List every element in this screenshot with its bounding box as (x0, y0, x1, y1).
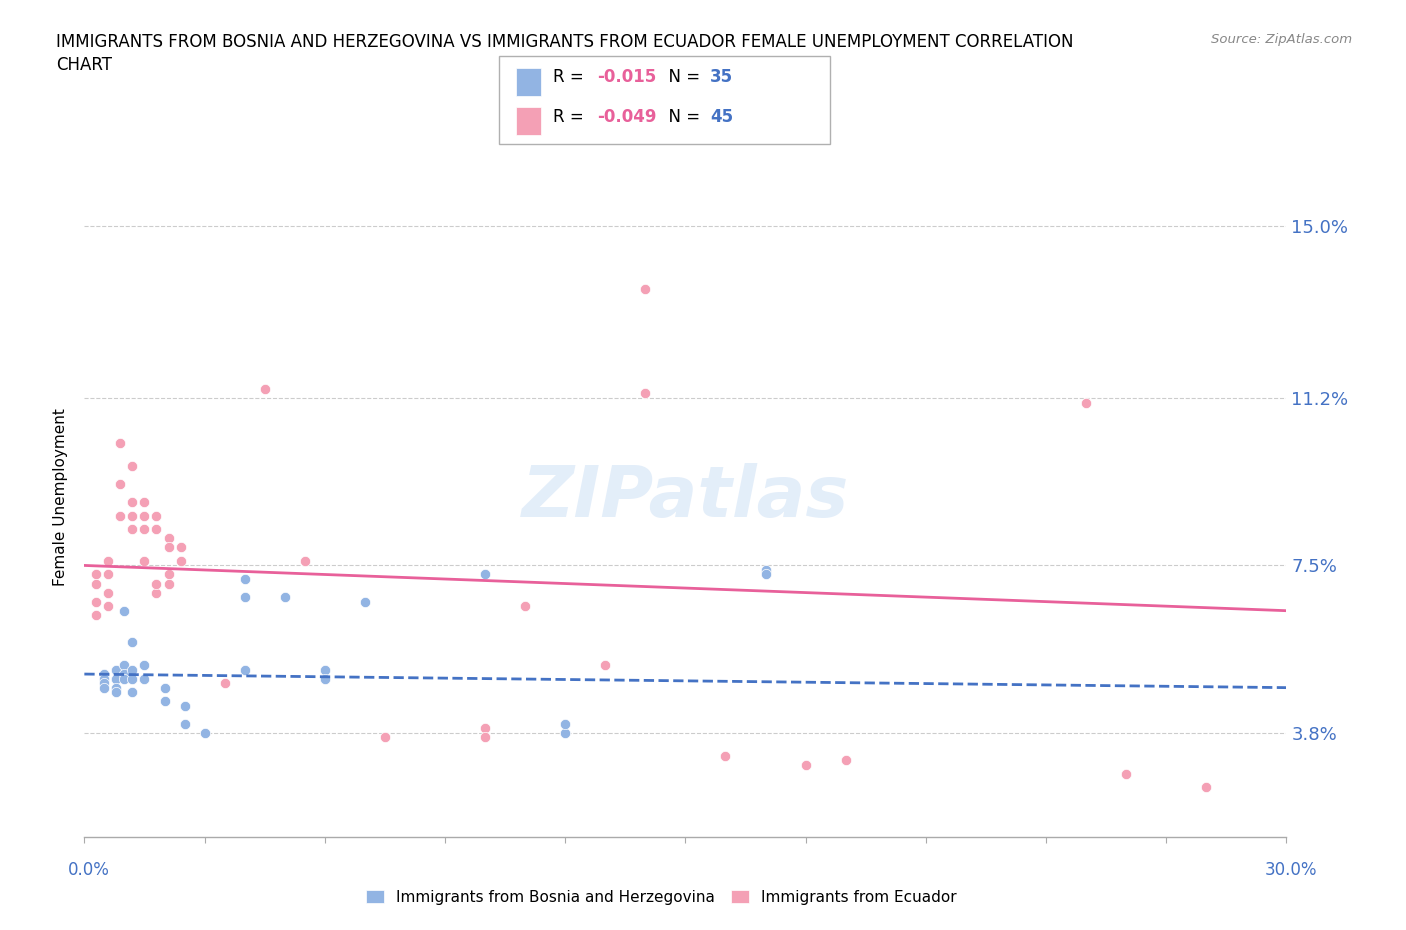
Point (93, 680, 115, 695)
Point (105, 680, 128, 695)
Point (121, 508, 143, 523)
Point (105, 671, 128, 686)
Point (634, 386, 657, 401)
Point (233, 590, 256, 604)
Point (121, 635, 143, 650)
Text: N =: N = (658, 108, 706, 126)
Point (274, 590, 297, 604)
Point (374, 730, 396, 745)
Point (121, 684, 143, 699)
Point (515, 599, 537, 614)
Point (114, 604, 135, 618)
Point (173, 716, 195, 731)
Point (157, 567, 180, 582)
Text: IMMIGRANTS FROM BOSNIA AND HERZEGOVINA VS IMMIGRANTS FROM ECUADOR FEMALE UNEMPLO: IMMIGRANTS FROM BOSNIA AND HERZEGOVINA V… (56, 33, 1074, 74)
Point (714, 748, 737, 763)
Text: -0.049: -0.049 (598, 108, 657, 126)
Point (97, 585, 120, 600)
Point (121, 458, 143, 473)
Point (153, 680, 176, 695)
Point (134, 495, 156, 510)
Text: 30.0%: 30.0% (1264, 860, 1317, 879)
Point (835, 752, 858, 767)
Point (145, 522, 167, 537)
Point (114, 667, 135, 682)
Point (755, 563, 778, 578)
Point (314, 671, 336, 686)
Point (121, 662, 143, 677)
Point (153, 694, 176, 709)
Point (1076, 395, 1098, 410)
Point (474, 721, 496, 736)
Point (86, 576, 108, 591)
Point (134, 553, 156, 568)
Point (97, 567, 120, 582)
Text: 0.0%: 0.0% (67, 860, 110, 879)
Y-axis label: Female Unemployment: Female Unemployment (53, 408, 69, 587)
Point (93, 676, 115, 691)
Text: Source: ZipAtlas.com: Source: ZipAtlas.com (1212, 33, 1353, 46)
Point (110, 476, 132, 491)
Point (474, 567, 496, 582)
Point (634, 282, 657, 297)
Point (86, 608, 108, 623)
Point (121, 495, 143, 510)
Text: R =: R = (553, 68, 589, 86)
Point (253, 381, 276, 396)
Point (105, 684, 128, 699)
Point (114, 671, 135, 686)
Point (93, 667, 115, 682)
Point (233, 572, 256, 587)
Point (157, 540, 180, 555)
Legend: Immigrants from Bosnia and Herzegovina, Immigrants from Ecuador: Immigrants from Bosnia and Herzegovina, … (360, 884, 963, 910)
Point (134, 658, 156, 672)
Point (97, 553, 120, 568)
Text: N =: N = (658, 68, 706, 86)
Point (474, 730, 496, 745)
Point (134, 671, 156, 686)
Point (194, 725, 217, 740)
Point (157, 531, 180, 546)
Point (169, 540, 191, 555)
Point (294, 553, 316, 568)
Point (105, 662, 128, 677)
Text: 45: 45 (710, 108, 733, 126)
Point (93, 671, 115, 686)
Point (157, 576, 180, 591)
Point (314, 662, 336, 677)
Point (554, 716, 576, 731)
Point (1115, 766, 1137, 781)
Point (110, 436, 132, 451)
Point (134, 522, 156, 537)
Point (145, 576, 167, 591)
Point (134, 508, 156, 523)
Point (794, 757, 817, 772)
Point (121, 522, 143, 537)
Point (86, 567, 108, 582)
Text: -0.015: -0.015 (598, 68, 657, 86)
Point (354, 594, 377, 609)
Point (169, 553, 191, 568)
Point (110, 508, 132, 523)
Point (145, 508, 167, 523)
Point (145, 585, 167, 600)
Point (214, 676, 236, 691)
Point (595, 658, 617, 672)
Point (97, 599, 120, 614)
Point (86, 594, 108, 609)
Text: ZIPatlas: ZIPatlas (522, 463, 849, 532)
Point (755, 567, 778, 582)
Point (233, 662, 256, 677)
Point (114, 658, 135, 672)
Point (121, 671, 143, 686)
Text: 35: 35 (710, 68, 733, 86)
Text: R =: R = (553, 108, 589, 126)
Point (1195, 779, 1218, 794)
Point (173, 698, 195, 713)
Point (554, 725, 576, 740)
